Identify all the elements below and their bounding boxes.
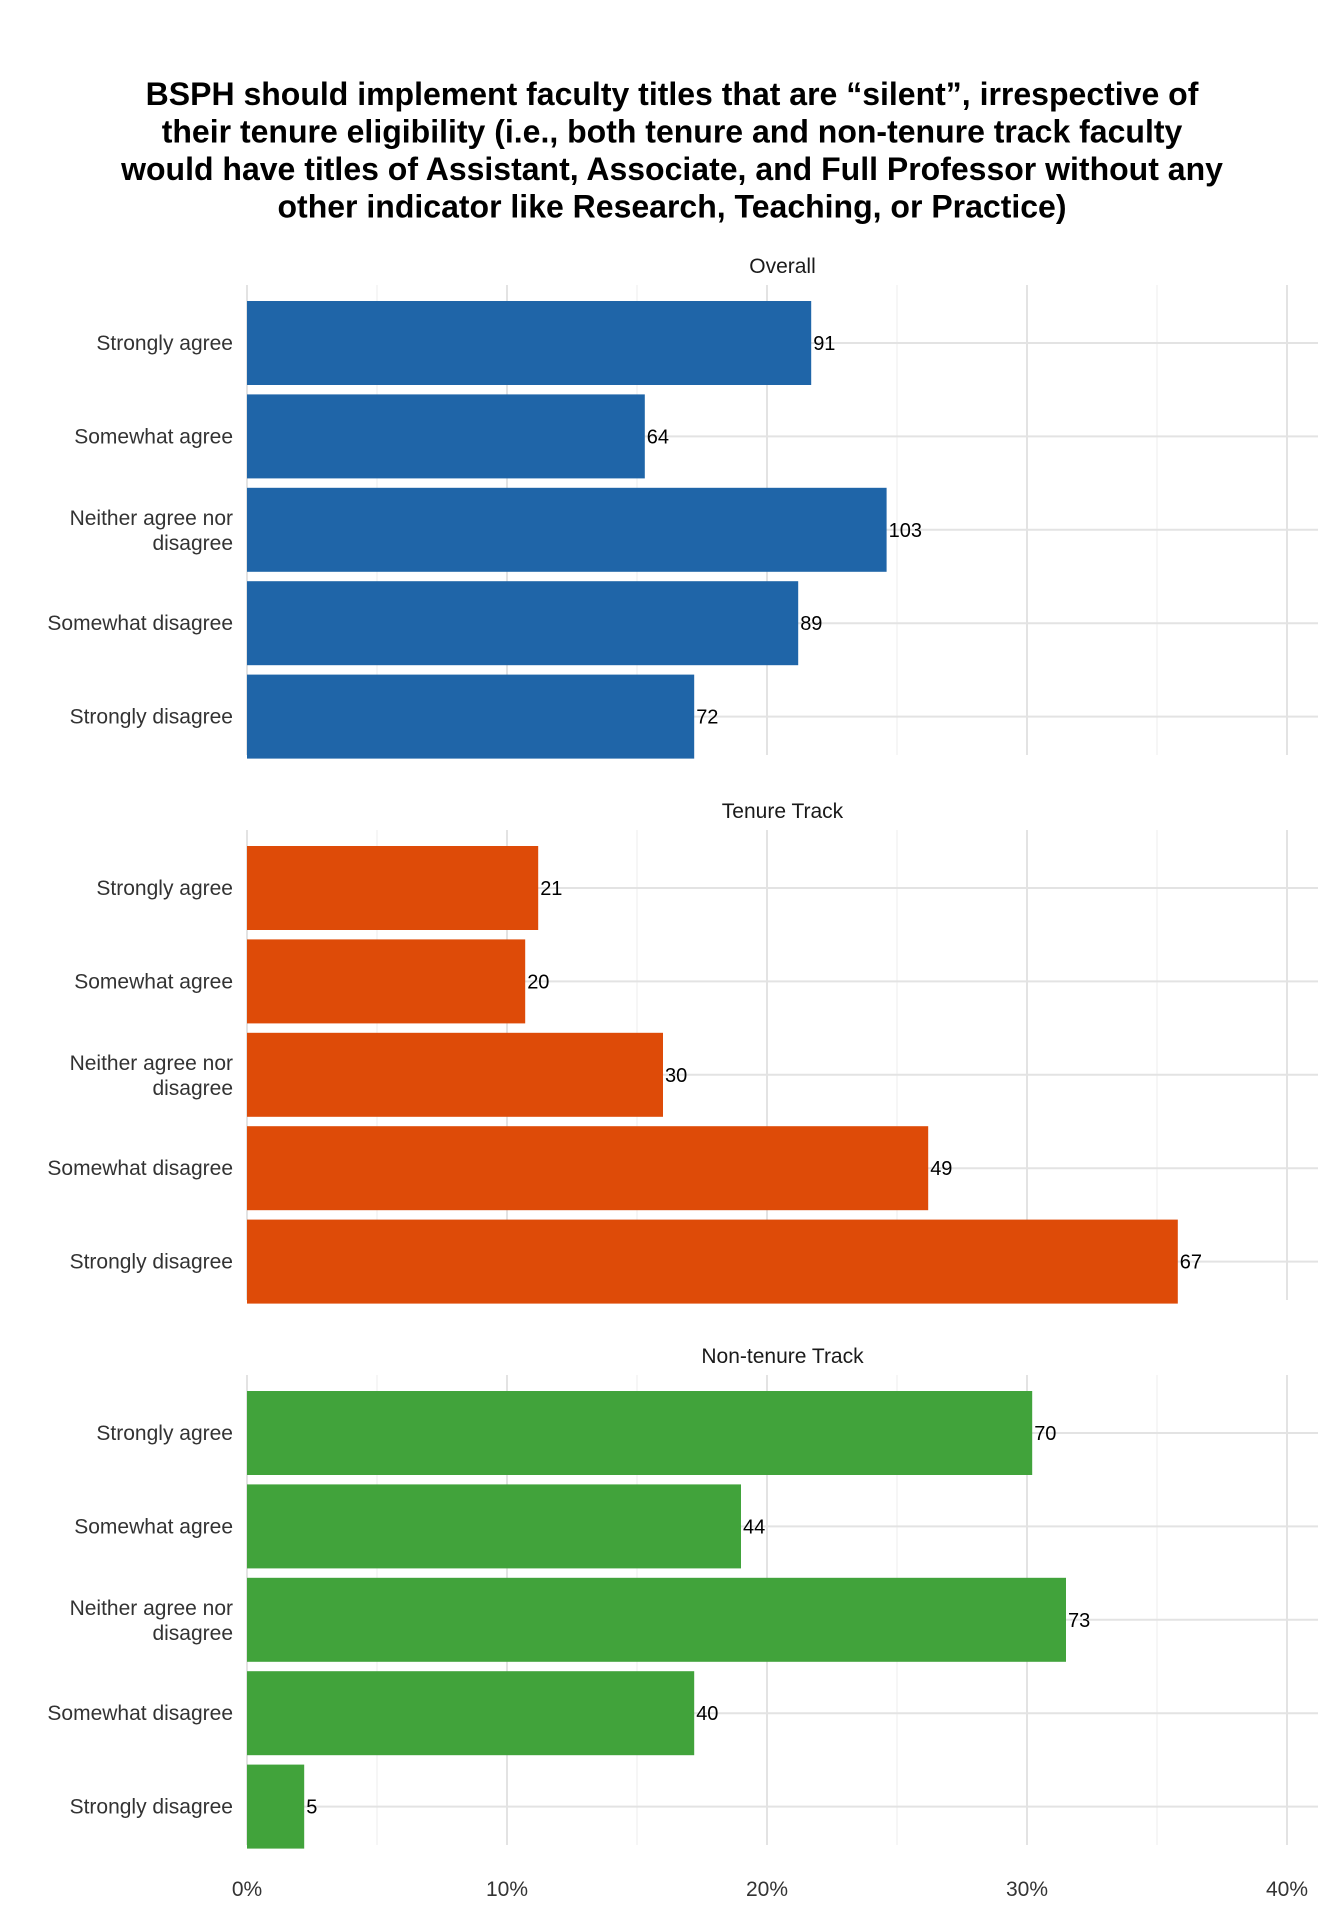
- panel: Non-tenure Track 70 Strongly agree 44 Somewh…: [47, 1345, 1318, 1849]
- chart-title-line: other indicator like Research, Teaching,…: [278, 189, 1067, 225]
- panel-strip-label: Tenure Track: [722, 800, 844, 823]
- category-label: Somewhat disagree: [47, 1702, 233, 1725]
- bar-data-label: 30: [665, 1065, 687, 1087]
- bar: [247, 939, 526, 1024]
- category-label: Somewhat agree: [74, 425, 233, 448]
- bar: [247, 1391, 1033, 1475]
- category-label: Somewhat disagree: [47, 612, 233, 635]
- bar-data-label: 44: [743, 1516, 765, 1538]
- bar-data-label: 21: [540, 878, 562, 900]
- x-tick-label: 30%: [1006, 1878, 1048, 1901]
- x-tick-label: 0%: [232, 1878, 262, 1901]
- category-label-line: Neither agree nor: [70, 507, 233, 530]
- bar-data-label: 49: [930, 1158, 952, 1180]
- panel-strip-label: Overall: [749, 255, 816, 278]
- x-tick-label: 20%: [746, 1878, 788, 1901]
- bar-data-label: 70: [1034, 1423, 1056, 1445]
- bar-data-label: 91: [813, 333, 835, 355]
- chart-title-line: their tenure eligibility (i.e., both ten…: [162, 114, 1183, 150]
- panel-strip-label: Non-tenure Track: [701, 1345, 864, 1368]
- category-label: Somewhat disagree: [47, 1157, 233, 1180]
- category-label: Somewhat agree: [74, 1515, 233, 1538]
- category-label: Neither agree nor disagree: [70, 1052, 233, 1100]
- panel: Overall 91 Strongly agree 64 Somewhat agree 1…: [47, 255, 1318, 759]
- category-label-line: disagree: [152, 1622, 233, 1645]
- category-label: Neither agree nor disagree: [70, 507, 233, 555]
- bar-data-label: 67: [1180, 1252, 1202, 1274]
- bar: [247, 1764, 305, 1849]
- category-label-line: Neither agree nor: [70, 1052, 233, 1075]
- bar: [247, 487, 887, 572]
- category-label: Strongly agree: [96, 332, 233, 355]
- x-tick-label: 10%: [486, 1878, 528, 1901]
- bar-data-label: 40: [696, 1703, 718, 1725]
- bar: [247, 674, 695, 759]
- bar-data-label: 20: [527, 971, 549, 993]
- chart-title: BSPH should implement faculty titles tha…: [120, 76, 1223, 225]
- bar: [247, 1671, 695, 1756]
- category-label: Strongly disagree: [70, 1251, 233, 1274]
- bar: [247, 394, 645, 479]
- panel: Tenure Track 21 Strongly agree 20 Somewhat a…: [47, 800, 1318, 1304]
- x-tick-label: 40%: [1266, 1878, 1308, 1901]
- x-axis: 0% 10% 20% 30% 40%: [232, 1878, 1308, 1901]
- bar: [247, 1219, 1178, 1304]
- bar: [247, 1032, 663, 1117]
- bar: [247, 1484, 741, 1569]
- category-label: Strongly disagree: [70, 1796, 233, 1819]
- category-label: Strongly agree: [96, 1422, 233, 1445]
- category-label-line: disagree: [152, 1077, 233, 1100]
- bar-data-label: 64: [647, 426, 669, 448]
- category-label: Somewhat agree: [74, 970, 233, 993]
- bar: [247, 581, 799, 666]
- chart-title-line: BSPH should implement faculty titles tha…: [146, 76, 1199, 112]
- bar: [247, 1126, 929, 1211]
- bar: [247, 301, 812, 385]
- bar: [247, 846, 539, 930]
- category-label: Strongly disagree: [70, 706, 233, 729]
- bar: [247, 1577, 1066, 1662]
- bar-data-label: 72: [696, 707, 718, 729]
- category-label: Neither agree nor disagree: [70, 1597, 233, 1645]
- bar-data-label: 89: [800, 613, 822, 635]
- chart-panels: Overall 91 Strongly agree 64 Somewhat agree 1…: [47, 255, 1318, 1849]
- category-label: Strongly agree: [96, 877, 233, 900]
- bar-data-label: 103: [889, 520, 922, 542]
- category-label-line: disagree: [152, 532, 233, 555]
- category-label-line: Neither agree nor: [70, 1597, 233, 1620]
- bar-data-label: 5: [306, 1797, 317, 1819]
- bar-data-label: 73: [1068, 1610, 1090, 1632]
- chart-title-line: would have titles of Assistant, Associat…: [120, 151, 1223, 187]
